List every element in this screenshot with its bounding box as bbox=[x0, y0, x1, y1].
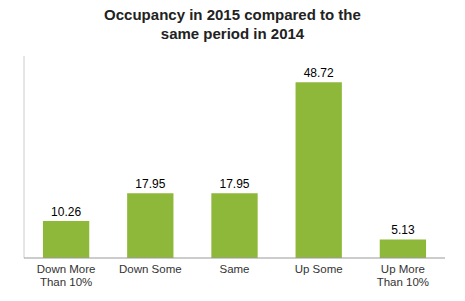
bars bbox=[43, 82, 426, 258]
bar bbox=[127, 193, 173, 258]
bar bbox=[380, 239, 426, 258]
title: Occupancy in 2015 compared to thesame pe… bbox=[104, 6, 361, 42]
x-tick-label: Up MoreThan 10% bbox=[377, 263, 429, 288]
data-label: 10.26 bbox=[51, 205, 81, 219]
x-axis-line bbox=[24, 258, 445, 259]
data-label: 17.95 bbox=[135, 177, 165, 191]
bar bbox=[43, 221, 89, 258]
chart: Occupancy in 2015 compared to thesame pe… bbox=[0, 0, 465, 301]
data-label: 17.95 bbox=[219, 177, 249, 191]
data-label: 48.72 bbox=[304, 66, 334, 80]
x-tick-label: Up Some bbox=[295, 263, 343, 275]
x-tick-label: Down MoreThan 10% bbox=[37, 263, 96, 288]
x-tick-label: Same bbox=[219, 263, 249, 275]
chart-container: Occupancy in 2015 compared to thesame pe… bbox=[0, 0, 465, 301]
bar bbox=[211, 193, 257, 258]
bar bbox=[296, 82, 342, 258]
x-tick-label: Down Some bbox=[119, 263, 182, 275]
y-axis-line bbox=[24, 56, 25, 258]
data-label: 5.13 bbox=[391, 223, 415, 237]
